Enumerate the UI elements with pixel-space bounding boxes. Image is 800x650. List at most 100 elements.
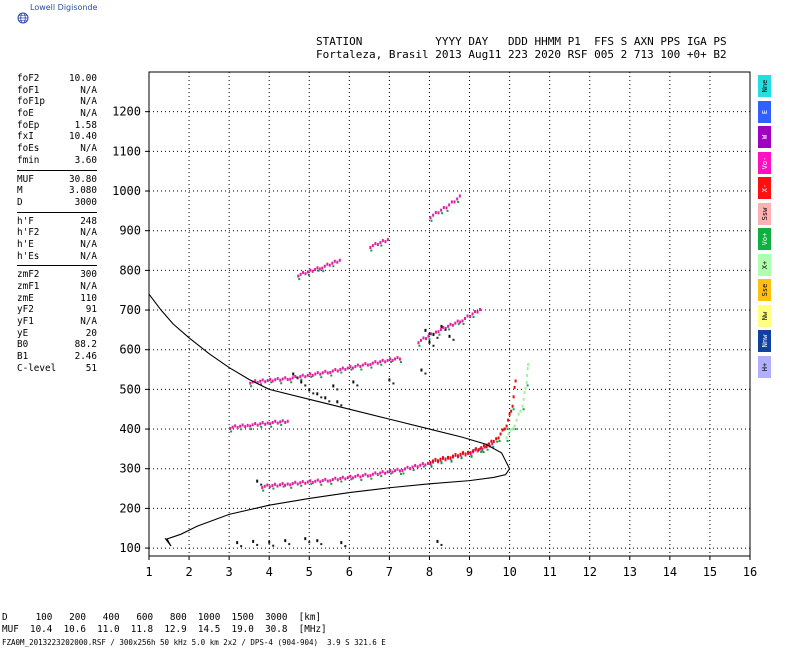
echo-point — [304, 481, 307, 485]
echo-point — [498, 439, 501, 442]
echo-point — [448, 334, 451, 338]
muf-table-distance-row: D 100 200 400 600 800 1000 1500 3000 [km… — [2, 612, 322, 623]
echo-point — [240, 545, 243, 548]
muf-table: D 100 200 400 600 800 1000 1500 3000 [km… — [2, 612, 327, 635]
echo-point — [513, 385, 516, 389]
echo-point — [418, 344, 421, 347]
echo-point — [282, 485, 285, 488]
echo-point — [356, 363, 359, 367]
parameter-row: foEp 1.58 — [17, 120, 97, 132]
echo-point — [450, 459, 453, 462]
echo-point — [284, 539, 287, 543]
echo-point — [456, 319, 459, 323]
echo-point — [452, 454, 455, 458]
echo-point — [486, 448, 489, 451]
echo-point — [261, 486, 264, 490]
echo-point — [276, 421, 279, 425]
parameter-value: 3.080 — [69, 185, 97, 197]
echo-point — [366, 474, 369, 478]
legend-label: Nw — [760, 311, 769, 320]
echo-point — [414, 463, 417, 467]
x-tick-label: 10 — [502, 565, 516, 579]
echo-point — [380, 244, 383, 247]
parameter-row: MUF 30.80 — [17, 174, 97, 186]
echo-point — [495, 437, 498, 441]
echo-point — [438, 333, 441, 336]
parameter-row: M 3.080 — [17, 185, 97, 197]
echo-point — [352, 380, 355, 384]
echo-point — [521, 404, 524, 408]
x-tick-label: 12 — [583, 565, 597, 579]
echo-point — [462, 451, 465, 455]
x-tick-label: 13 — [623, 565, 637, 579]
echo-point — [379, 241, 382, 245]
echo-point — [302, 271, 305, 275]
echo-point — [379, 360, 382, 364]
parameter-label: h'F2 — [17, 227, 40, 239]
echo-point — [273, 482, 276, 486]
echo-point — [461, 319, 464, 323]
parameter-row: foF2 10.00 — [17, 73, 97, 85]
echo-point — [449, 322, 452, 326]
echo-point — [331, 478, 334, 482]
echo-point — [364, 362, 367, 366]
echo-point — [391, 358, 394, 362]
parameter-row: yF1 N/A — [17, 316, 97, 328]
echo-point — [437, 330, 440, 334]
echo-point — [321, 371, 324, 375]
echo-point — [359, 365, 362, 369]
echo-point — [388, 378, 391, 382]
echo-point — [508, 412, 511, 416]
parameter-row: zmF2 300 — [17, 269, 97, 281]
echo-point — [514, 428, 517, 431]
parameter-value: N/A — [80, 96, 97, 108]
parameter-label: zmE — [17, 292, 34, 304]
echo-point — [229, 426, 232, 430]
echo-point — [469, 314, 472, 318]
parameter-value: N/A — [80, 84, 97, 96]
echo-point — [344, 477, 347, 481]
echo-point — [344, 368, 347, 372]
echo-point — [424, 328, 427, 332]
echo-point — [505, 436, 508, 440]
echo-point — [491, 442, 494, 446]
parameter-row: foF1 N/A — [17, 85, 97, 97]
echo-point — [260, 425, 263, 428]
echo-point — [376, 472, 379, 476]
echo-point — [396, 356, 399, 360]
echo-point — [279, 483, 282, 487]
echo-point — [236, 426, 239, 430]
echo-point — [394, 469, 397, 473]
echo-point — [450, 200, 453, 204]
echo-point — [472, 316, 475, 318]
echo-point — [351, 476, 354, 480]
echo-point — [371, 472, 374, 476]
y-tick-label: 400 — [119, 422, 141, 436]
parameter-label: foF1p — [17, 96, 45, 108]
echo-point — [271, 421, 274, 425]
echo-point — [284, 376, 287, 380]
echo-point — [269, 422, 272, 426]
echo-point — [485, 445, 488, 449]
echo-point — [471, 312, 474, 316]
echo-point — [256, 380, 259, 384]
parameter-label: h'E — [17, 238, 34, 250]
legend-label: Vo+ — [760, 232, 769, 246]
echo-point — [266, 421, 269, 425]
echo-point — [316, 371, 319, 375]
legend-swatch: Nw — [758, 304, 771, 327]
echo-point — [300, 484, 303, 487]
echo-point — [312, 392, 315, 395]
echo-point — [301, 373, 304, 377]
echo-point — [350, 368, 353, 371]
echo-point — [464, 452, 467, 456]
echo-point — [470, 455, 473, 458]
parameter-label: fxI — [17, 131, 34, 143]
echo-point — [344, 545, 347, 548]
echo-point — [318, 267, 321, 271]
echo-point — [332, 384, 335, 388]
echo-point — [360, 368, 363, 371]
legend-swatch: X- — [758, 177, 771, 199]
echo-point — [292, 372, 295, 376]
echo-point — [272, 487, 275, 490]
